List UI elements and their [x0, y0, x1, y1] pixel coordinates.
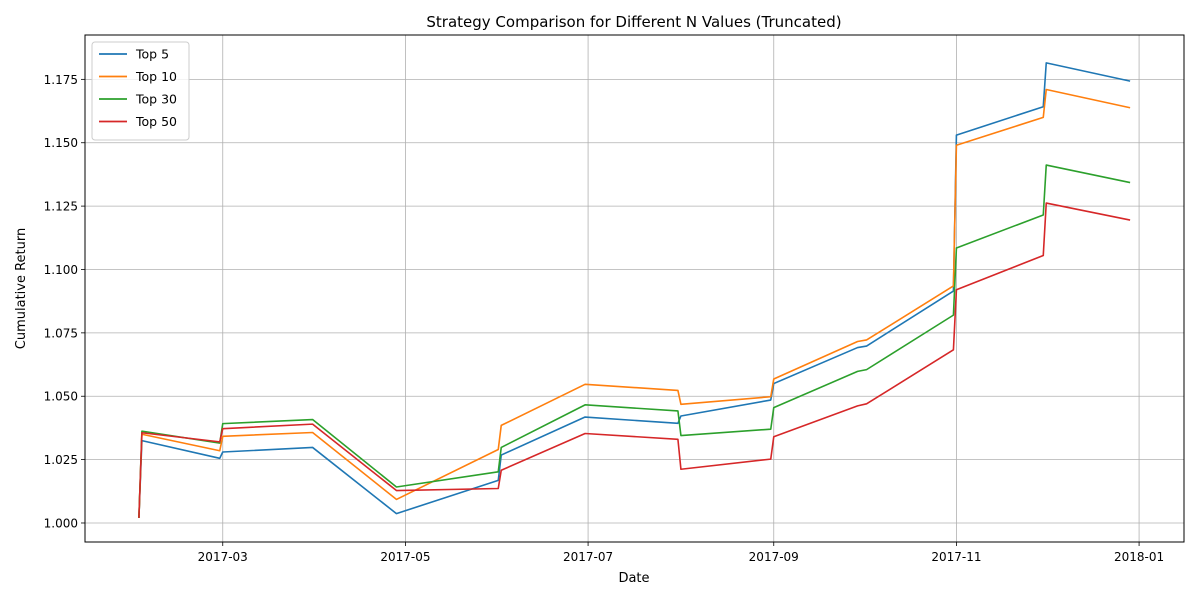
- x-axis-ticks: 2017-03 2017-05 2017-07 2017-09 2017-11 2018-…: [198, 542, 1164, 564]
- y-tick-label: 1.125: [44, 200, 78, 214]
- x-tick-label: 2018-01: [1114, 550, 1164, 564]
- y-tick-label: 1.100: [44, 263, 78, 277]
- chart-title: Strategy Comparison for Different N Valu…: [426, 13, 841, 31]
- series-line-top-5: [138, 62, 1131, 518]
- y-tick-label: 1.075: [44, 326, 78, 340]
- x-tick-label: 2017-11: [931, 550, 981, 564]
- y-tick-label: 1.025: [44, 453, 78, 467]
- grid-lines: [85, 35, 1184, 542]
- x-tick-label: 2017-05: [380, 550, 430, 564]
- y-tick-label: 1.000: [44, 516, 78, 530]
- legend-label: Top 10: [135, 69, 177, 84]
- x-axis-label: Date: [618, 571, 649, 586]
- x-tick-label: 2017-03: [198, 550, 248, 564]
- x-tick-label: 2017-07: [563, 550, 613, 564]
- y-axis-label: Cumulative Return: [14, 228, 29, 349]
- legend: Top 5 Top 10 Top 30 Top 50: [91, 41, 190, 141]
- series-lines: [138, 62, 1131, 518]
- legend-box: [91, 41, 190, 141]
- y-tick-label: 1.050: [44, 390, 78, 404]
- legend-label: Top 50: [135, 114, 177, 129]
- plot-frame: [84, 34, 1185, 543]
- legend-label: Top 5: [135, 47, 169, 62]
- series-line-top-50: [138, 202, 1131, 518]
- legend-label: Top 30: [135, 92, 177, 107]
- series-line-top-30: [138, 164, 1131, 518]
- y-tick-label: 1.150: [44, 136, 78, 150]
- series-line-top-10: [138, 88, 1131, 518]
- y-axis-ticks: 1.000 1.025 1.050 1.075 1.100 1.125 1.150 1.175: [44, 73, 85, 530]
- x-tick-label: 2017-09: [749, 550, 799, 564]
- y-tick-label: 1.175: [44, 73, 78, 87]
